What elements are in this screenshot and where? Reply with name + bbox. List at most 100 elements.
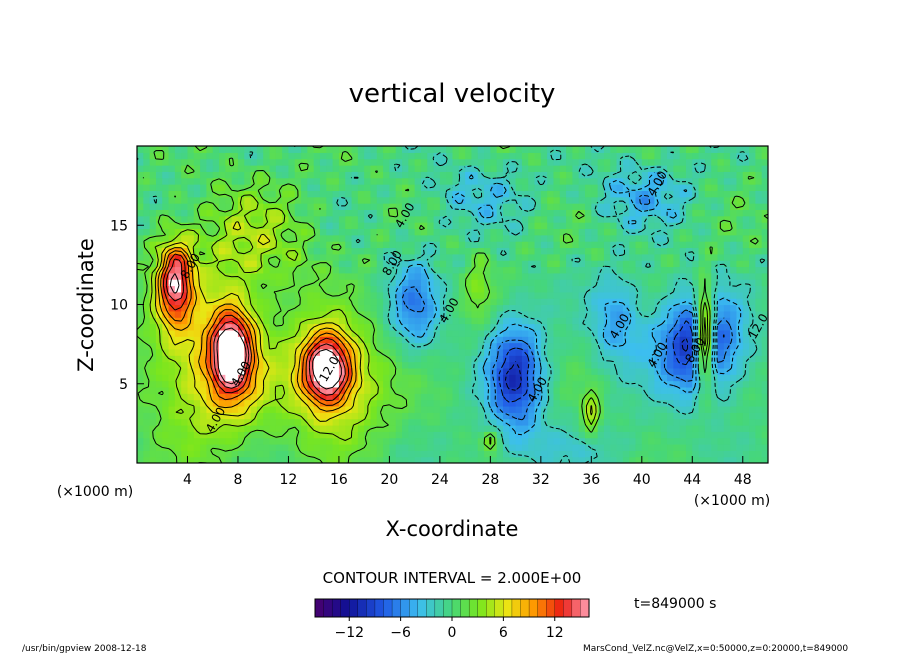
heatmap-cell — [357, 203, 365, 210]
heatmap-cell — [502, 184, 510, 191]
heatmap-cell — [471, 165, 479, 172]
heatmap-cell — [477, 241, 485, 249]
heatmap-cell — [616, 165, 624, 172]
heatmap-cell — [761, 190, 768, 198]
heatmap-cell — [275, 367, 283, 375]
heatmap-cell — [433, 412, 441, 420]
heatmap-cell — [622, 165, 630, 172]
heatmap-cell — [364, 298, 372, 306]
heatmap-cell — [749, 196, 756, 204]
heatmap-cell — [395, 310, 403, 318]
heatmap-cell — [414, 323, 422, 331]
heatmap-cell — [622, 412, 630, 420]
heatmap-cell — [736, 203, 744, 210]
heatmap-cell — [433, 196, 441, 204]
heatmap-cell — [591, 215, 599, 223]
heatmap-cell — [433, 253, 441, 261]
heatmap-cell — [395, 146, 403, 153]
heatmap-cell — [547, 196, 555, 204]
heatmap-cell — [370, 361, 378, 369]
heatmap-cell — [648, 152, 656, 160]
heatmap-cell — [547, 291, 555, 299]
heatmap-cell — [402, 241, 409, 249]
heatmap-cell — [692, 443, 700, 451]
heatmap-cell — [364, 418, 372, 426]
heatmap-cell — [389, 405, 397, 413]
heatmap-cell — [742, 412, 750, 420]
heatmap-cell — [673, 196, 681, 204]
heatmap-cell — [698, 285, 706, 293]
heatmap-cell — [395, 336, 403, 344]
heatmap-cell — [162, 450, 170, 458]
heatmap-cell — [143, 209, 151, 217]
heatmap-cell — [193, 285, 201, 293]
heatmap-cell — [181, 215, 189, 223]
heatmap-cell — [566, 165, 573, 172]
heatmap-cell — [465, 437, 473, 445]
heatmap-cell — [502, 260, 510, 268]
heatmap-cell — [685, 348, 693, 356]
heatmap-cell — [521, 184, 529, 191]
heatmap-cell — [383, 222, 390, 230]
heatmap-cell — [692, 272, 700, 280]
heatmap-cell — [364, 342, 372, 350]
heatmap-cell — [200, 443, 208, 451]
heatmap-cell — [225, 279, 233, 287]
heatmap-cell — [225, 190, 233, 198]
heatmap-cell — [452, 437, 460, 445]
heatmap-cell — [263, 348, 271, 356]
heatmap-cell — [528, 304, 536, 312]
heatmap-cell — [736, 386, 744, 394]
heatmap-cell — [711, 450, 719, 458]
heatmap-cell — [206, 450, 214, 458]
heatmap-cell — [603, 393, 611, 401]
heatmap-cell — [742, 355, 750, 363]
heatmap-cell — [572, 177, 580, 185]
heatmap-cell — [433, 456, 441, 463]
heatmap-cell — [345, 323, 353, 331]
heatmap-cell — [376, 234, 384, 242]
heatmap-cell — [389, 146, 397, 153]
heatmap-cell — [578, 412, 586, 420]
heatmap-cell — [603, 342, 611, 350]
heatmap-cell — [603, 203, 611, 210]
heatmap-cell — [282, 222, 290, 230]
heatmap-cell — [471, 367, 479, 375]
heatmap-cell — [591, 203, 599, 210]
heatmap-cell — [648, 253, 656, 261]
heatmap-cell — [250, 247, 258, 255]
heatmap-cell — [572, 304, 580, 312]
heatmap-cell — [200, 418, 208, 426]
heatmap-cell — [711, 367, 719, 375]
heatmap-cell — [717, 291, 725, 299]
heatmap-cell — [629, 234, 637, 242]
heatmap-cell — [288, 190, 296, 198]
heatmap-cell — [282, 298, 290, 306]
heatmap-cell — [490, 196, 498, 204]
heatmap-cell — [515, 234, 523, 242]
heatmap-cell — [332, 437, 340, 445]
heatmap-cell — [585, 412, 592, 420]
heatmap-cell — [225, 437, 233, 445]
heatmap-cell — [534, 412, 542, 420]
heatmap-cell — [679, 266, 687, 274]
heatmap-cell — [237, 412, 245, 420]
heatmap-cell — [679, 405, 687, 413]
heatmap-cell — [439, 171, 447, 179]
heatmap-cell — [155, 424, 163, 432]
heatmap-cell — [282, 443, 290, 451]
heatmap-cell — [244, 165, 252, 172]
heatmap-cell — [490, 317, 498, 325]
heatmap-cell — [326, 336, 334, 344]
heatmap-cell — [338, 266, 346, 274]
heatmap-cell — [528, 260, 536, 268]
heatmap-cell — [534, 450, 542, 458]
heatmap-cell — [685, 241, 693, 249]
heatmap-cell — [345, 209, 353, 217]
heatmap-cell — [730, 456, 738, 463]
heatmap-cell — [515, 247, 523, 255]
heatmap-cell — [679, 424, 687, 432]
heatmap-cell — [761, 222, 768, 230]
heatmap-cell — [256, 158, 264, 166]
heatmap-cell — [610, 272, 618, 280]
